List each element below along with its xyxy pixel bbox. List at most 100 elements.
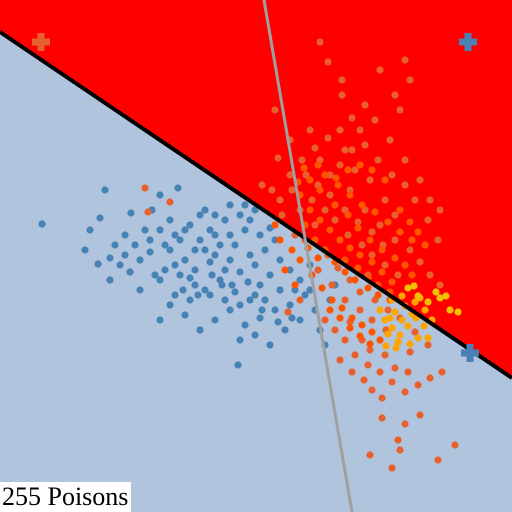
data-point-s0-72 <box>191 266 199 274</box>
data-point-s1-13 <box>356 126 364 134</box>
data-point-s1-53 <box>328 281 336 289</box>
data-point-s1-23 <box>391 91 399 99</box>
data-point-s1-56 <box>368 316 376 324</box>
data-point-s1-36 <box>436 281 444 289</box>
data-point-s0-20 <box>146 248 154 256</box>
data-point-s0-22 <box>126 268 134 276</box>
data-point-s1-86 <box>324 134 332 142</box>
data-point-s1-4 <box>268 186 276 194</box>
data-point-s2-60 <box>271 221 279 229</box>
data-point-s1-70 <box>321 316 329 324</box>
data-point-s1-20 <box>396 106 404 114</box>
data-point-s0-17 <box>191 246 199 254</box>
data-point-s1-71 <box>296 296 304 304</box>
data-point-s0-44 <box>301 291 309 299</box>
data-point-s1-114 <box>424 341 432 349</box>
plus-blue-top-right-icon <box>459 33 477 51</box>
data-point-s1-107 <box>346 276 354 284</box>
data-point-s0-66 <box>211 251 219 259</box>
data-point-s0-41 <box>286 266 294 274</box>
data-point-s0-79 <box>216 241 224 249</box>
data-point-s1-82 <box>274 154 282 162</box>
data-point-s0-5 <box>156 191 164 199</box>
data-point-s2-9 <box>388 278 396 286</box>
data-point-s2-64 <box>421 241 429 249</box>
data-point-s0-23 <box>116 261 124 269</box>
data-point-s1-69 <box>331 326 339 334</box>
data-point-s0-58 <box>281 326 289 334</box>
data-point-s0-88 <box>206 291 214 299</box>
data-point-s1-39 <box>351 166 359 174</box>
data-point-s1-52 <box>314 266 322 274</box>
data-point-s0-7 <box>166 216 174 224</box>
data-point-s2-33 <box>378 246 386 254</box>
data-point-s1-65 <box>401 388 409 396</box>
data-point-s0-119 <box>179 286 187 294</box>
data-point-s1-67 <box>426 374 434 382</box>
data-point-s0-19 <box>161 241 169 249</box>
data-point-s0-6 <box>174 184 182 192</box>
data-point-s2-70 <box>314 161 322 169</box>
data-point-s1-91 <box>388 171 396 179</box>
data-point-s1-44 <box>308 196 316 204</box>
data-point-s4-6 <box>442 292 450 300</box>
data-point-s2-3 <box>326 226 334 234</box>
data-point-s0-48 <box>241 321 249 329</box>
data-point-s3-1 <box>388 324 396 332</box>
data-point-s1-14 <box>371 116 379 124</box>
data-point-s3-2 <box>396 331 404 339</box>
data-point-s0-29 <box>81 246 89 254</box>
data-point-s3-3 <box>404 322 412 330</box>
data-point-s0-87 <box>191 281 199 289</box>
data-point-s1-46 <box>344 231 352 239</box>
data-point-s0-67 <box>221 266 229 274</box>
data-point-s1-47 <box>358 241 366 249</box>
data-point-s3-24 <box>424 334 432 342</box>
data-point-s0-36 <box>231 288 239 296</box>
data-point-s2-4 <box>336 236 344 244</box>
data-point-s1-72 <box>284 308 292 316</box>
data-point-s2-57 <box>281 266 289 274</box>
data-point-s1-0 <box>141 184 149 192</box>
data-point-s2-39 <box>334 181 342 189</box>
data-point-s0-82 <box>246 216 254 224</box>
data-point-s2-44 <box>396 228 404 236</box>
data-point-s1-128 <box>338 76 346 84</box>
data-point-s1-74 <box>396 446 404 454</box>
data-point-s0-105 <box>211 211 219 219</box>
data-point-s1-40 <box>321 206 329 214</box>
data-point-s1-64 <box>388 378 396 386</box>
data-point-s0-2 <box>101 186 109 194</box>
data-point-s0-37 <box>246 296 254 304</box>
data-point-s1-113 <box>411 328 419 336</box>
data-point-s2-32 <box>366 236 374 244</box>
data-point-s0-99 <box>106 254 114 262</box>
data-point-s3-13 <box>421 306 429 314</box>
data-point-s2-42 <box>371 208 379 216</box>
data-point-s1-101 <box>326 191 334 199</box>
data-point-s0-33 <box>186 296 194 304</box>
data-point-s0-28 <box>86 226 94 234</box>
data-point-s1-59 <box>406 348 414 356</box>
data-point-s0-31 <box>156 276 164 284</box>
data-point-s0-40 <box>276 256 284 264</box>
data-point-s1-49 <box>381 261 389 269</box>
data-point-s2-29 <box>331 201 339 209</box>
data-point-s0-81 <box>236 211 244 219</box>
data-point-s2-68 <box>344 166 352 174</box>
data-point-s0-83 <box>256 231 264 239</box>
data-point-s0-54 <box>156 316 164 324</box>
data-point-s1-119 <box>391 364 399 372</box>
data-point-s2-8 <box>378 268 386 276</box>
data-point-s1-87 <box>336 161 344 169</box>
data-point-s0-14 <box>246 251 254 259</box>
data-point-s2-38 <box>321 171 329 179</box>
data-point-s0-110 <box>234 361 242 369</box>
data-point-s1-117 <box>366 346 374 354</box>
data-point-s2-17 <box>374 291 382 299</box>
data-point-s0-95 <box>306 286 314 294</box>
data-point-s1-31 <box>376 221 384 229</box>
data-point-s1-77 <box>366 451 374 459</box>
data-point-s0-47 <box>256 314 264 322</box>
